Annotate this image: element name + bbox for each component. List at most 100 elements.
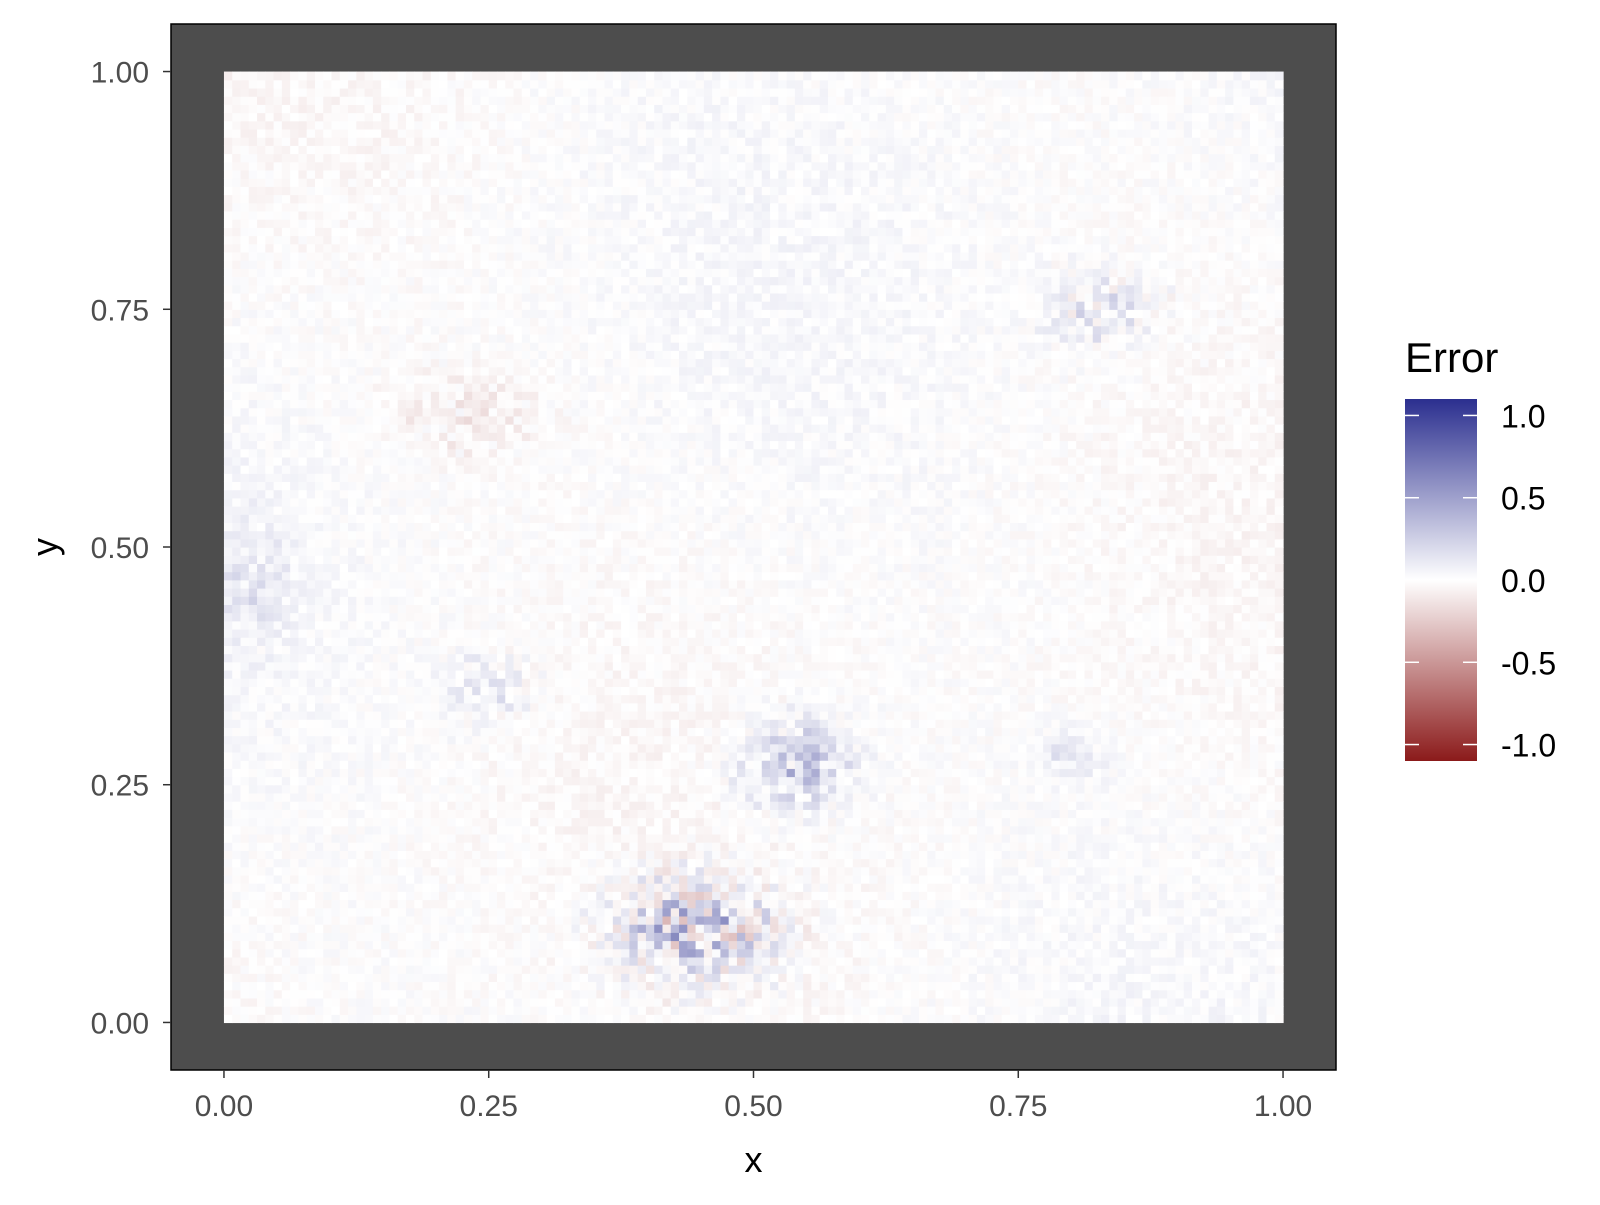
heatmap-cell — [918, 768, 928, 778]
heatmap-cell — [571, 965, 581, 974]
heatmap-cell — [836, 833, 846, 843]
heatmap-cell — [1067, 940, 1077, 950]
heatmap-cell — [720, 891, 730, 901]
heatmap-cell — [943, 866, 953, 876]
heatmap-cell — [405, 858, 415, 868]
heatmap-cell — [844, 858, 854, 868]
heatmap-cell — [1018, 784, 1028, 794]
heatmap-cell — [1200, 833, 1210, 843]
heatmap-cell — [248, 743, 258, 753]
heatmap-cell — [1076, 948, 1086, 958]
heatmap-cell — [836, 743, 846, 753]
heatmap-cell — [786, 883, 796, 892]
heatmap-cell — [654, 768, 664, 778]
heatmap-cell — [1010, 702, 1019, 712]
heatmap-cell — [621, 825, 630, 835]
heatmap-cell — [414, 776, 424, 786]
heatmap-cell — [372, 1006, 382, 1015]
heatmap-cell — [976, 956, 986, 966]
heatmap-cell — [530, 768, 539, 778]
heatmap-cell — [364, 858, 374, 868]
heatmap-cell — [745, 784, 755, 794]
heatmap-cell — [571, 989, 581, 999]
heatmap-cell — [281, 825, 291, 835]
heatmap-cell — [1034, 784, 1044, 794]
heatmap-cell — [265, 801, 275, 810]
heatmap-cell — [546, 817, 556, 827]
heatmap-cell — [372, 866, 382, 876]
heatmap-cell — [1076, 710, 1086, 720]
heatmap-cell — [1258, 981, 1268, 991]
heatmap-cell — [604, 768, 614, 778]
heatmap-cell — [1249, 719, 1259, 728]
heatmap-cell — [918, 850, 928, 860]
heatmap-cell — [720, 874, 730, 884]
heatmap-cell — [521, 932, 531, 942]
heatmap-cell — [736, 751, 746, 761]
heatmap-cell — [753, 809, 763, 819]
heatmap-cell — [306, 727, 316, 737]
heatmap-cell — [579, 891, 589, 901]
heatmap-cell — [1043, 948, 1052, 958]
heatmap-cell — [1167, 924, 1177, 933]
heatmap-cell — [1001, 997, 1011, 1007]
heatmap-cell — [422, 801, 432, 810]
heatmap-cell — [1092, 760, 1102, 769]
heatmap-cell — [703, 792, 713, 802]
heatmap-cell — [1067, 866, 1077, 876]
heatmap-cell — [670, 940, 680, 950]
heatmap-cell — [463, 792, 473, 802]
heatmap-cell — [356, 932, 366, 942]
heatmap-cell — [745, 997, 755, 1007]
heatmap-cell — [488, 702, 498, 712]
heatmap-cell — [1051, 866, 1061, 876]
heatmap-cell — [712, 940, 721, 950]
heatmap-cell — [1034, 956, 1044, 966]
heatmap-cell — [1051, 743, 1061, 753]
heatmap-cell — [596, 883, 606, 892]
heatmap-cell — [571, 924, 581, 933]
heatmap-cell — [836, 965, 846, 974]
heatmap-cell — [1117, 932, 1127, 942]
heatmap-cell — [621, 727, 630, 737]
heatmap-cell — [1026, 858, 1036, 868]
heatmap-cell — [1150, 907, 1160, 917]
heatmap-cell — [819, 817, 829, 827]
heatmap-cell — [861, 1006, 870, 1015]
heatmap-cell — [1200, 924, 1210, 933]
heatmap-cell — [281, 981, 291, 991]
heatmap-cell — [290, 973, 300, 983]
heatmap-cell — [397, 932, 407, 942]
heatmap-cell — [405, 735, 415, 745]
heatmap-cell — [281, 784, 291, 794]
heatmap-cell — [579, 932, 589, 942]
heatmap-cell — [596, 792, 606, 802]
heatmap-cell — [728, 891, 738, 901]
heatmap-cell — [976, 924, 986, 933]
heatmap-cell — [637, 866, 647, 876]
heatmap-cell — [778, 743, 788, 753]
heatmap-cell — [1043, 997, 1052, 1007]
heatmap-cell — [918, 842, 928, 851]
heatmap-cell — [1059, 907, 1069, 917]
heatmap-cell — [497, 842, 506, 851]
heatmap-cell — [364, 899, 374, 909]
heatmap-cell — [298, 768, 308, 778]
heatmap-cell — [1034, 735, 1044, 745]
heatmap-cell — [414, 956, 424, 966]
heatmap-cell — [687, 710, 697, 720]
heatmap-cell — [1101, 751, 1110, 761]
heatmap-cell — [447, 768, 457, 778]
heatmap-cell — [232, 751, 242, 761]
heatmap-cell — [1142, 825, 1152, 835]
heatmap-cell — [323, 842, 333, 851]
heatmap-cell — [505, 817, 515, 827]
heatmap-cell — [1142, 899, 1152, 909]
heatmap-cell — [348, 1014, 357, 1024]
heatmap-cell — [1249, 702, 1259, 712]
heatmap-cell — [1134, 751, 1143, 761]
heatmap-cell — [298, 702, 308, 712]
heatmap-cell — [1167, 792, 1177, 802]
heatmap-cell — [654, 965, 664, 974]
heatmap-cell — [662, 866, 672, 876]
